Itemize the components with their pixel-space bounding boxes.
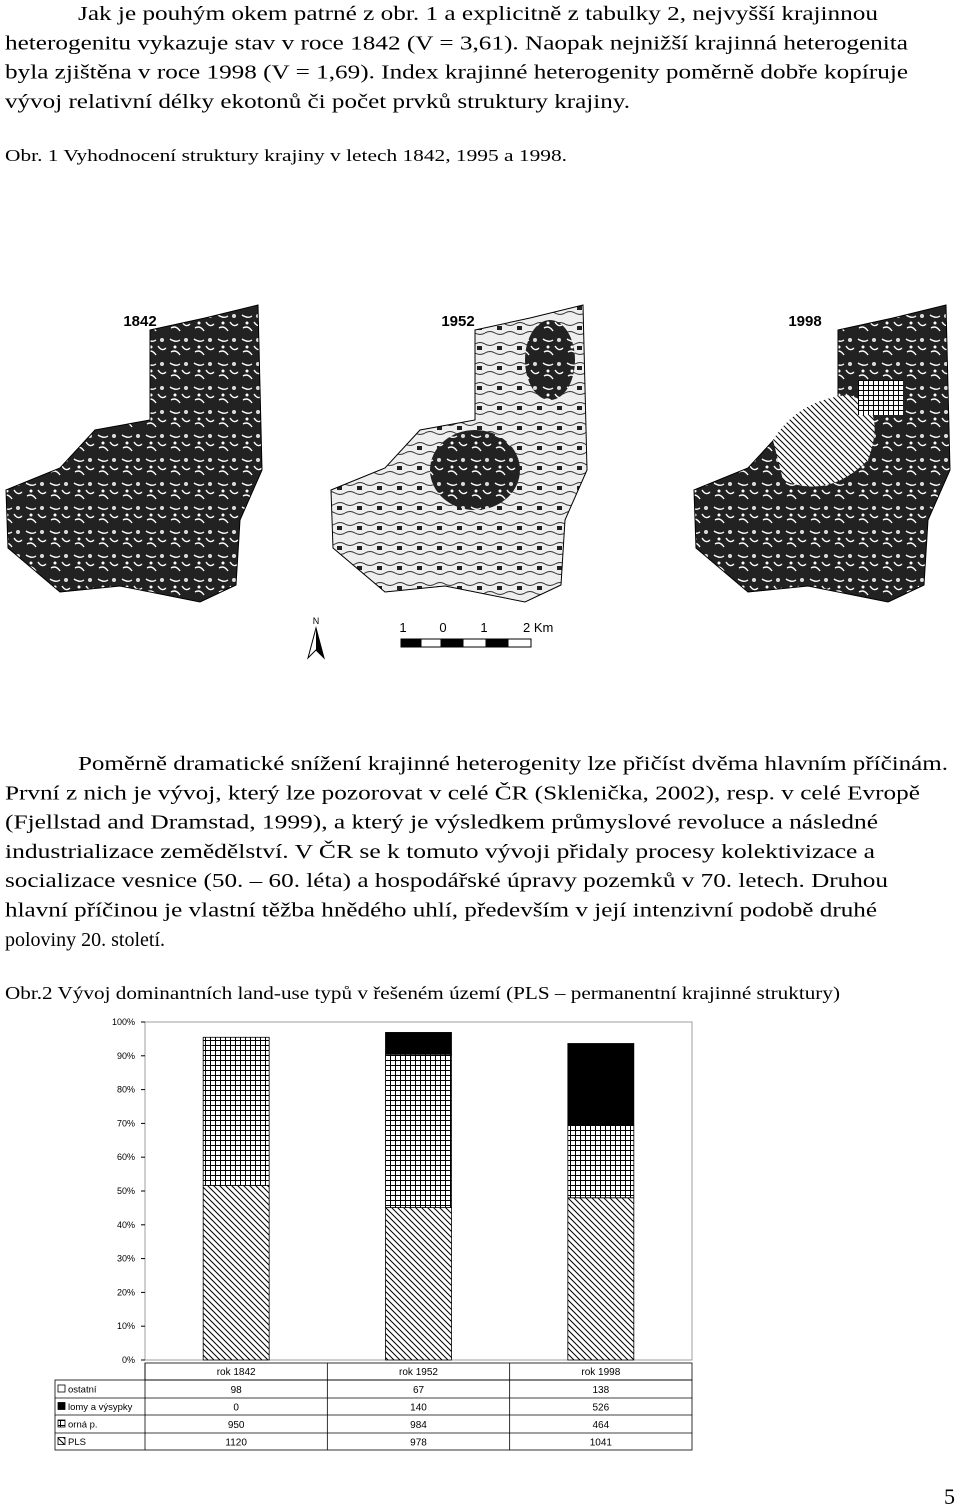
legend-label: PLS — [68, 1437, 86, 1448]
table-value: 984 — [410, 1420, 427, 1431]
legend-label: ostatní — [68, 1385, 97, 1396]
scale-label: 2 Km — [523, 620, 553, 635]
maps — [5, 304, 951, 660]
y-tick-label: 60% — [117, 1152, 135, 1162]
page-number: 5 — [944, 1484, 955, 1509]
table-value: 98 — [231, 1385, 243, 1396]
scale-label: 0 — [439, 620, 446, 635]
chart: 0% 10% 20% 30% 40% 50% 60% 70% 80% 90% 100% rok 184… — [54, 1017, 693, 1451]
category-label: rok 1998 — [581, 1367, 620, 1378]
y-tick-label: 0% — [122, 1355, 135, 1365]
map-1998 — [693, 304, 951, 603]
map-1952 — [330, 304, 588, 603]
paragraph-line: hlavní příčinou je vlastní těžba hnědého… — [5, 900, 877, 922]
table-value: 526 — [592, 1403, 609, 1414]
y-tick-label: 20% — [117, 1287, 135, 1297]
figure-caption: Obr. 1 Vyhodnocení struktury krajiny v l… — [5, 146, 567, 165]
table-value: 67 — [413, 1385, 425, 1396]
map-title: 1998 — [788, 313, 821, 330]
table-value: 1041 — [590, 1438, 613, 1449]
y-tick-label: 80% — [117, 1085, 135, 1095]
legend-label: lomy a výsypky — [68, 1402, 133, 1413]
legend-swatch — [57, 1419, 66, 1428]
table-value: 1120 — [225, 1438, 247, 1449]
north-arrow — [307, 626, 325, 660]
table-value: 0 — [233, 1403, 239, 1414]
paragraph-line: byla zjištěna v roce 1998 (V = 1,69). In… — [5, 62, 908, 84]
table-value: 978 — [410, 1438, 427, 1449]
legend-label: orná p. — [68, 1420, 98, 1431]
map-title: 1952 — [441, 313, 474, 330]
category-label: rok 1952 — [399, 1367, 438, 1378]
map-title: 1842 — [123, 313, 156, 330]
category-label: rok 1842 — [217, 1367, 256, 1378]
paragraph-line: heterogenitu vykazuje stav v roce 1842 (… — [5, 32, 908, 54]
table-value: 140 — [410, 1403, 427, 1414]
legend-swatch — [57, 1384, 66, 1393]
y-tick-label: 50% — [117, 1186, 135, 1196]
legend-swatch — [57, 1402, 66, 1410]
table-value: 950 — [228, 1420, 245, 1431]
paragraph-line: (Fjellstad and Dramstad, 1999), a který … — [5, 812, 878, 834]
paragraph-line: Jak je pouhým okem patrné z obr. 1 a exp… — [78, 3, 878, 25]
y-tick-label: 90% — [117, 1051, 135, 1061]
paragraph-line: První z nich je vývoj, který lze pozorov… — [5, 780, 920, 804]
bar-segment — [385, 1032, 452, 1055]
y-tick-label: 10% — [117, 1321, 135, 1331]
y-tick-label: 70% — [117, 1118, 135, 1128]
table-value: 138 — [592, 1385, 609, 1396]
table-value: 464 — [592, 1420, 609, 1431]
scale-bar — [400, 638, 532, 648]
legend-swatch — [57, 1437, 66, 1445]
north-label: N — [313, 616, 320, 626]
bar-segment — [385, 1207, 452, 1361]
paragraph-line: poloviny 20. století. — [5, 929, 165, 951]
paragraph-line: industrializace zemědělství. V ČR se k t… — [5, 839, 875, 863]
figure-caption: Obr.2 Vývoj dominantních land-use typů v… — [5, 983, 840, 1004]
bar-segment — [567, 1197, 635, 1361]
y-tick-label: 40% — [117, 1220, 135, 1230]
paragraph-line: vývoj relativní délky ekotonů či počet p… — [5, 91, 630, 113]
bar-segment — [567, 1043, 635, 1126]
bar-segment — [202, 1036, 270, 1186]
bar-segment — [202, 1184, 270, 1361]
scale-label: 1 — [399, 620, 406, 635]
paragraph-line: socializace vesnice (50. – 60. léta) a h… — [5, 870, 888, 892]
map-1842 — [5, 304, 263, 603]
bar-segment — [385, 1053, 452, 1208]
y-tick-label: 100% — [112, 1017, 135, 1027]
bar-segment — [567, 1125, 635, 1199]
y-tick-label: 30% — [117, 1254, 135, 1264]
paragraph-line: Poměrně dramatické snížení krajinné hete… — [78, 753, 948, 775]
scale-label: 1 — [480, 620, 487, 635]
